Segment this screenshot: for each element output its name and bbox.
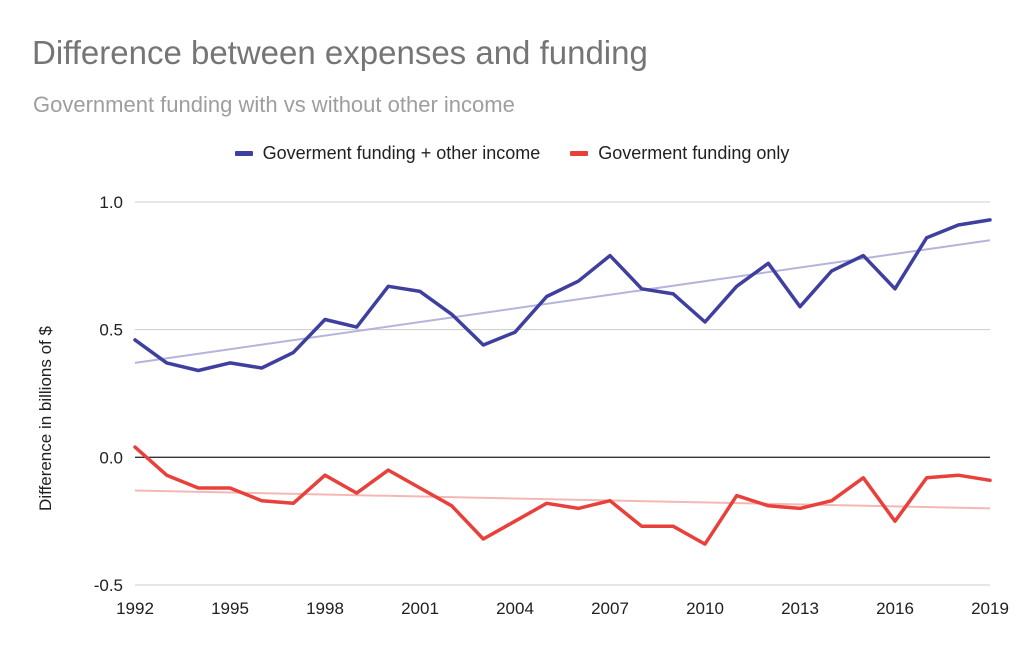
legend-item-with-other-income: Goverment funding + other income bbox=[234, 143, 541, 164]
series-line-0 bbox=[133, 218, 992, 373]
x-tick-label: 2016 bbox=[876, 599, 914, 618]
chart-title: Difference between expenses and funding bbox=[32, 34, 648, 71]
trendline-series-0 bbox=[134, 239, 991, 364]
x-tick-label: 2001 bbox=[401, 599, 439, 618]
x-tick-label: 1998 bbox=[306, 599, 344, 618]
legend: Goverment funding + other income Goverme… bbox=[0, 143, 1024, 164]
legend-item-funding-only: Goverment funding only bbox=[570, 143, 789, 164]
legend-swatch-with-other-income bbox=[234, 151, 253, 156]
x-tick-label: 2013 bbox=[781, 599, 819, 618]
y-tick-label: 1.0 bbox=[99, 193, 123, 212]
x-tick-label: 2004 bbox=[496, 599, 534, 618]
chart-subtitle: Government funding with vs without other… bbox=[33, 92, 515, 117]
legend-swatch-funding-only bbox=[570, 151, 589, 156]
x-tick-label: 1992 bbox=[116, 599, 154, 618]
x-tick-label: 1995 bbox=[211, 599, 249, 618]
x-tick-label: 2019 bbox=[971, 599, 1009, 618]
x-tick-label: 2007 bbox=[591, 599, 629, 618]
y-tick-label: -0.5 bbox=[94, 576, 123, 595]
y-axis-label: Difference in billions of $ bbox=[36, 326, 55, 511]
x-tick-label: 2010 bbox=[686, 599, 724, 618]
legend-label-with-other-income: Goverment funding + other income bbox=[262, 143, 541, 163]
legend-label-funding-only: Goverment funding only bbox=[598, 143, 790, 163]
y-tick-label: 0.0 bbox=[99, 448, 123, 467]
series-line-1 bbox=[133, 445, 992, 546]
trendline-series-1 bbox=[134, 489, 991, 510]
y-tick-label: 0.5 bbox=[99, 321, 123, 340]
